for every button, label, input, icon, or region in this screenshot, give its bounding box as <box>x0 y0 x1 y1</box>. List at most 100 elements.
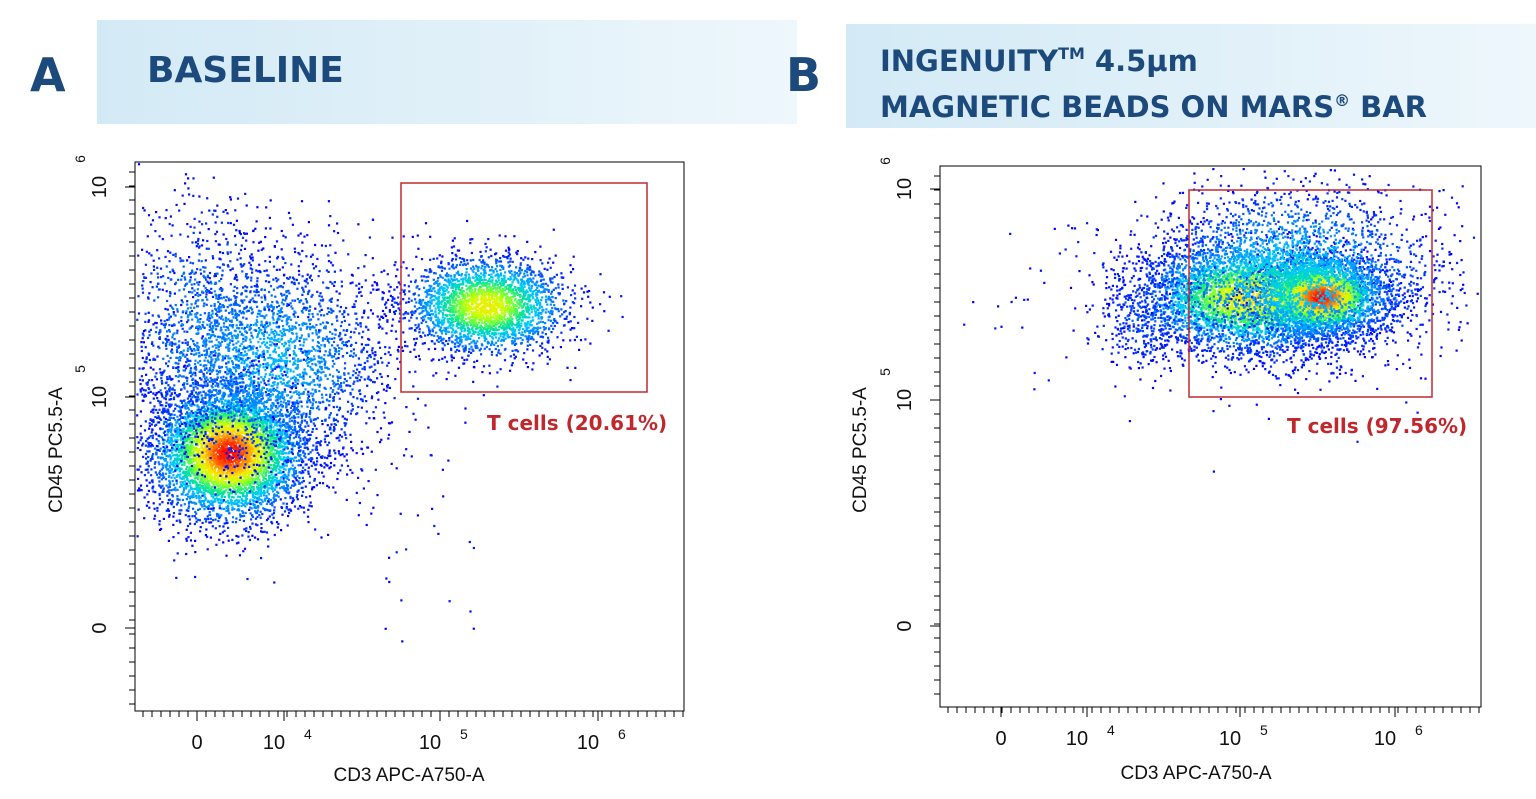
data-point <box>307 508 310 511</box>
data-point <box>283 388 286 391</box>
data-point <box>349 468 352 472</box>
data-point <box>256 524 259 527</box>
data-point <box>222 414 225 417</box>
data-point <box>149 418 152 421</box>
data-point <box>174 449 177 452</box>
data-point <box>261 512 264 516</box>
data-point <box>270 520 273 524</box>
data-point <box>253 460 256 463</box>
data-point <box>293 425 296 428</box>
data-point <box>192 496 195 499</box>
data-point <box>282 467 286 470</box>
data-point <box>190 458 193 461</box>
data-point <box>300 414 304 418</box>
data-point <box>273 473 276 476</box>
data-point <box>278 487 282 490</box>
data-point <box>293 505 297 508</box>
panel-b-title-banner: INGENUITYTM 4.5µm MAGNETIC BEADS ON MARS… <box>846 24 1536 128</box>
data-point <box>279 469 282 472</box>
data-point <box>248 451 252 454</box>
data-point <box>228 501 231 504</box>
data-point <box>261 473 264 476</box>
data-point <box>238 499 241 502</box>
data-point <box>234 438 237 441</box>
data-point <box>199 449 202 453</box>
data-point <box>263 461 266 464</box>
data-point <box>303 511 306 514</box>
data-point <box>281 513 284 516</box>
data-point <box>276 458 280 462</box>
data-point <box>269 487 272 490</box>
data-point <box>239 488 243 491</box>
data-point <box>217 487 220 490</box>
data-point <box>245 527 248 530</box>
data-point <box>333 427 336 431</box>
data-point <box>251 402 254 405</box>
data-point <box>165 440 168 443</box>
data-point <box>272 426 275 429</box>
data-point <box>179 420 183 424</box>
data-point <box>179 399 182 402</box>
data-point <box>291 416 294 419</box>
data-point <box>175 503 179 506</box>
data-point <box>170 489 173 492</box>
data-point <box>144 452 148 456</box>
data-point <box>315 484 318 487</box>
data-point <box>273 581 276 584</box>
data-point <box>258 478 261 481</box>
data-point <box>154 461 157 464</box>
data-point <box>237 535 240 538</box>
data-point <box>282 502 285 505</box>
data-point <box>199 526 202 529</box>
data-point <box>227 488 230 491</box>
data-point <box>196 409 199 412</box>
data-point <box>294 386 298 389</box>
data-point <box>198 459 201 462</box>
data-point <box>218 441 221 444</box>
data-point <box>260 557 263 560</box>
data-point <box>249 425 252 428</box>
data-point <box>239 411 242 414</box>
data-point <box>178 426 181 429</box>
data-point <box>250 465 253 468</box>
data-point <box>189 522 192 525</box>
data-point <box>220 428 223 431</box>
data-point <box>287 514 290 518</box>
data-point <box>233 447 236 450</box>
data-point <box>190 479 193 482</box>
data-point <box>148 436 151 439</box>
data-point <box>247 459 250 462</box>
data-point <box>160 436 164 439</box>
data-point <box>214 500 217 503</box>
data-point <box>191 515 194 518</box>
data-point <box>173 460 176 464</box>
data-point <box>240 452 243 455</box>
data-point <box>239 453 242 456</box>
data-point <box>217 520 220 523</box>
data-point <box>227 483 230 486</box>
data-point <box>182 490 185 494</box>
data-point <box>235 444 238 447</box>
data-point <box>174 467 177 470</box>
data-point <box>175 482 178 485</box>
data-point <box>282 481 285 484</box>
data-point <box>234 423 237 426</box>
data-point <box>194 427 198 430</box>
data-point <box>179 453 182 456</box>
data-point <box>176 501 179 504</box>
data-point <box>315 446 318 449</box>
data-point <box>221 491 224 494</box>
data-point <box>182 450 185 453</box>
data-point <box>228 461 231 464</box>
data-point <box>295 440 299 443</box>
data-point <box>213 463 216 466</box>
data-point <box>192 507 195 510</box>
data-point <box>175 519 178 522</box>
data-point <box>220 400 224 403</box>
data-point <box>264 497 267 500</box>
data-point <box>305 414 308 417</box>
data-point <box>260 485 263 488</box>
data-point <box>161 472 165 475</box>
data-point <box>206 428 209 431</box>
data-point <box>139 382 142 386</box>
